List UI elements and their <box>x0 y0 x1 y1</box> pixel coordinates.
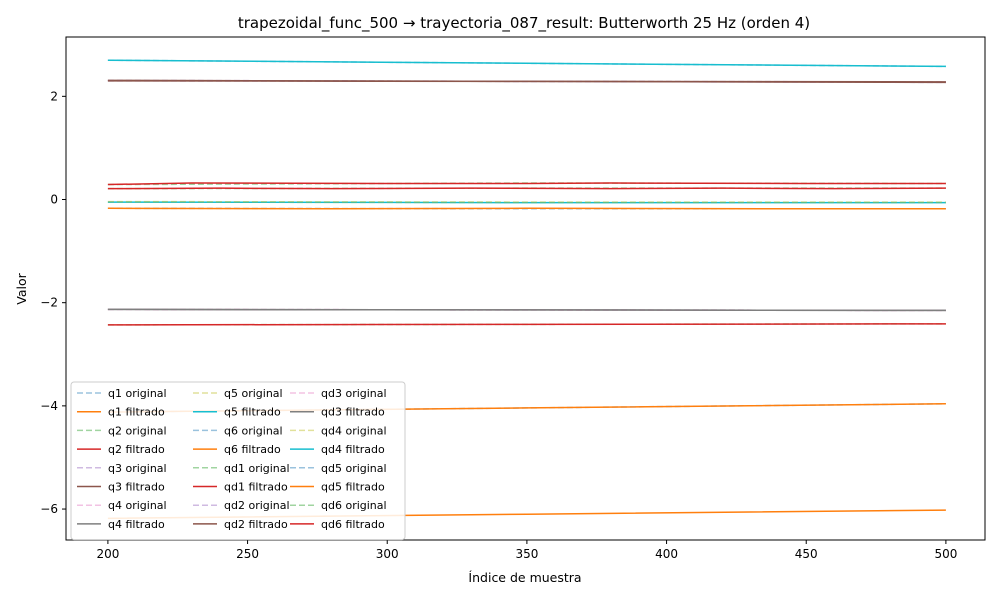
legend-label-12: qd1 original <box>224 462 290 475</box>
legend-label-22: qd6 original <box>321 499 387 512</box>
chart-title: trapezoidal_func_500 → trayectoria_087_r… <box>238 14 810 33</box>
legend-label-20: qd5 original <box>321 462 387 475</box>
legend-label-19: qd4 filtrado <box>321 443 385 456</box>
series-line-17 <box>107 308 946 312</box>
x-tick-label-6: 500 <box>934 547 957 561</box>
legend-label-3: q2 filtrado <box>108 443 165 456</box>
legend-label-8: q5 original <box>224 387 283 400</box>
series-line-9 <box>107 201 946 204</box>
y-axis-label: Valor <box>14 272 29 304</box>
y-axis: −6 −4 −2 0 2 <box>40 89 66 516</box>
legend-label-1: q1 filtrado <box>108 406 165 419</box>
x-tick-label-3: 350 <box>515 547 538 561</box>
legend-label-0: q1 original <box>108 387 167 400</box>
legend-label-16: qd3 original <box>321 387 387 400</box>
x-tick-label-0: 200 <box>96 547 119 561</box>
legend-label-23: qd6 filtrado <box>321 518 385 531</box>
series-line-15 <box>107 80 946 83</box>
legend-label-14: qd2 original <box>224 499 290 512</box>
x-axis-label: Índice de muestra <box>468 570 581 585</box>
y-tick-label-1: −4 <box>40 399 58 413</box>
legend-label-10: q6 original <box>224 424 283 437</box>
legend-label-13: qd1 filtrado <box>224 481 288 494</box>
series-line-3 <box>107 182 946 186</box>
legend-label-7: q4 filtrado <box>108 518 165 531</box>
legend-label-9: q5 filtrado <box>224 406 281 419</box>
x-axis: 200 250 300 350 400 450 500 <box>96 540 957 561</box>
series-layer <box>107 59 946 520</box>
series-line-23 <box>107 187 946 190</box>
plot-frame <box>65 36 986 541</box>
y-tick-label-2: −2 <box>40 296 58 310</box>
series-line-18 <box>107 200 946 203</box>
y-tick-label-4: 2 <box>50 89 58 103</box>
x-tick-label-5: 450 <box>795 547 818 561</box>
legend-label-11: q6 filtrado <box>224 443 281 456</box>
legend-label-4: q3 original <box>108 462 167 475</box>
x-tick-label-2: 300 <box>376 547 399 561</box>
legend: q1 original q1 filtrado q2 original q2 filt… <box>70 381 406 541</box>
series-line-21 <box>107 207 946 210</box>
legend-label-15: qd2 filtrado <box>224 518 288 531</box>
legend-label-18: qd4 original <box>321 424 387 437</box>
y-tick-label-0: −6 <box>40 502 58 516</box>
legend-label-5: q3 filtrado <box>108 481 165 494</box>
legend-label-17: qd3 filtrado <box>321 406 385 419</box>
x-tick-label-4: 400 <box>655 547 678 561</box>
legend-label-21: qd5 filtrado <box>321 481 385 494</box>
series-line-19 <box>107 59 946 68</box>
y-tick-label-3: 0 <box>50 193 58 207</box>
series-line-13 <box>107 323 946 326</box>
x-tick-label-1: 250 <box>236 547 259 561</box>
legend-label-2: q2 original <box>108 424 167 437</box>
legend-box <box>70 381 406 541</box>
legend-label-6: q4 original <box>108 499 167 512</box>
